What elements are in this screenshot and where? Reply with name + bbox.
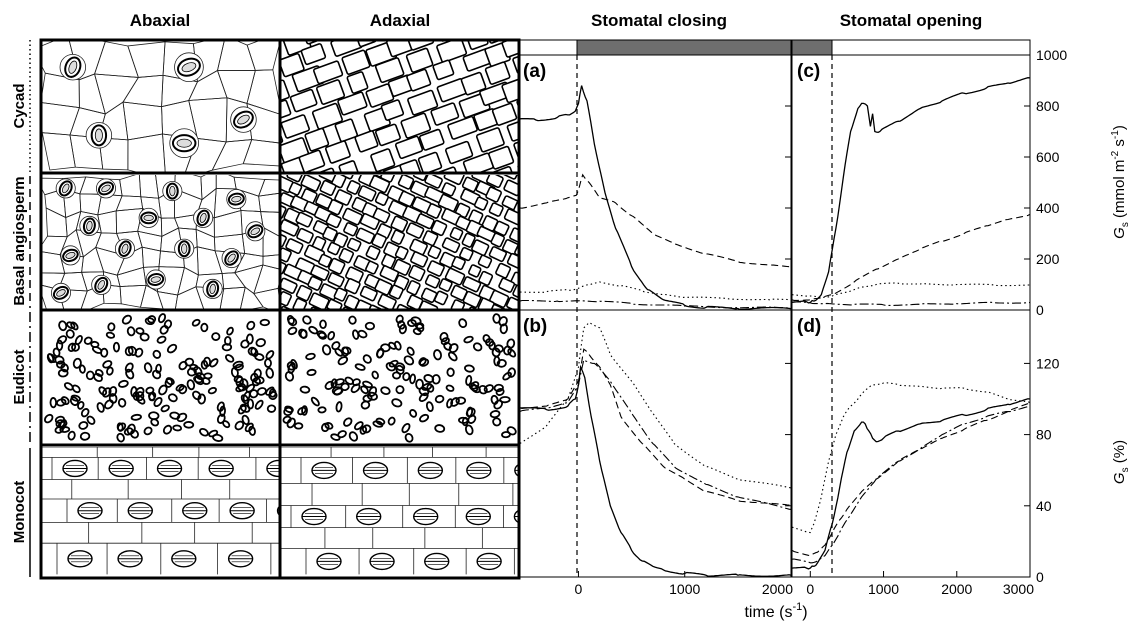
series-line-solid: [520, 364, 791, 577]
y-tick-label: 400: [1036, 200, 1060, 216]
series-line-solid: [520, 85, 791, 310]
epidermal-cells: [42, 41, 279, 172]
micrograph-grid: [39, 38, 521, 580]
closing-light-bar-white: [519, 39, 578, 56]
series-line-dashed: [792, 402, 1030, 557]
column-header-closing: Stomatal closing: [591, 11, 727, 30]
opening-light-bar-dark: [791, 39, 833, 56]
top-y-axis-label: Gs (mmol m-2 s-1): [1110, 125, 1131, 239]
epidermal-cells: [42, 175, 279, 309]
stomata-dots: [44, 313, 278, 443]
x-tick-label: 3000: [1003, 581, 1034, 597]
panel-series-2: [792, 77, 1030, 306]
series-line-dotted: [792, 382, 1030, 534]
adaxial-cells: [281, 175, 518, 309]
x-axis-label: time (s-1): [744, 601, 807, 621]
panel-label-a: (a): [523, 61, 546, 82]
series-line-solid: [792, 77, 1030, 304]
stoma: [525, 553, 549, 569]
epidermis-drawings: [42, 41, 549, 577]
panel-label-d: (d): [797, 316, 821, 337]
plot-frame-b: [519, 309, 792, 578]
series-line-dotted: [792, 282, 1030, 299]
x-tick-label: 1000: [669, 581, 700, 597]
bottom-y-axis-label: Gs (%): [1111, 440, 1131, 484]
row-labels: Cycad Basal angiosperm Eudicot Monocot: [11, 40, 31, 577]
tick-layer: 0 1000 2000 0 1000 2000 3000020040060080010000…: [575, 47, 1068, 597]
closing-light-bar-dark: [576, 39, 792, 56]
monocot-cells: [281, 447, 549, 577]
series-line-dashed: [520, 348, 791, 507]
series-line-dashdot: [520, 299, 791, 309]
y-tick-label: 0: [1036, 569, 1044, 585]
series-line-solid: [792, 398, 1030, 570]
x-tick-label: 2000: [941, 581, 972, 597]
y-tick-label: 200: [1036, 251, 1060, 267]
series-line-dashdot: [520, 358, 791, 510]
y-tick-label: 40: [1036, 498, 1052, 514]
y-tick-label: 120: [1036, 355, 1060, 371]
panel-label-b: (b): [523, 316, 547, 337]
stomata-dots: [282, 313, 517, 443]
plot-frame-d: [791, 309, 1031, 578]
plot-frame-a: [519, 54, 792, 311]
x-tick-label: 0: [575, 581, 583, 597]
series-line-dashdot: [792, 405, 1030, 564]
panel-series-1: [520, 321, 791, 577]
row-label-eudicot: Eudicot: [11, 349, 28, 404]
opening-light-bar-white: [831, 39, 1031, 56]
series-layer: [520, 77, 1030, 577]
series-line-dotted: [520, 321, 791, 489]
x-tick-label: 2000: [762, 581, 793, 597]
row-label-basal-angiosperm: Basal angiosperm: [11, 176, 28, 305]
column-header-abaxial: Abaxial: [130, 11, 190, 30]
panel-label-c: (c): [797, 61, 820, 82]
x-tick-label: 1000: [868, 581, 899, 597]
panel-series-3: [792, 382, 1030, 570]
monocot-cells: [42, 447, 306, 577]
column-header-opening: Stomatal opening: [840, 11, 983, 30]
series-line-dashed: [792, 213, 1030, 301]
y-tick-label: 1000: [1036, 47, 1067, 63]
y-tick-label: 800: [1036, 98, 1060, 114]
stoma: [282, 551, 306, 567]
series-line-dashdot: [792, 301, 1030, 306]
row-label-cycad: Cycad: [11, 83, 28, 128]
y-tick-label: 80: [1036, 427, 1052, 443]
row-label-monocot: Monocot: [11, 481, 28, 543]
series-line-dashed: [520, 173, 791, 268]
series-line-dotted: [520, 281, 791, 301]
y-tick-label: 0: [1036, 302, 1044, 318]
y-tick-label: 600: [1036, 149, 1060, 165]
panel-series-0: [520, 85, 791, 310]
plot-frame-c: [791, 54, 1031, 311]
gs-chart-area: 0 1000 2000 0 1000 2000 3000020040060080010000…: [519, 39, 1131, 621]
x-tick-label: 0: [806, 581, 814, 597]
column-header-adaxial: Adaxial: [370, 11, 430, 30]
